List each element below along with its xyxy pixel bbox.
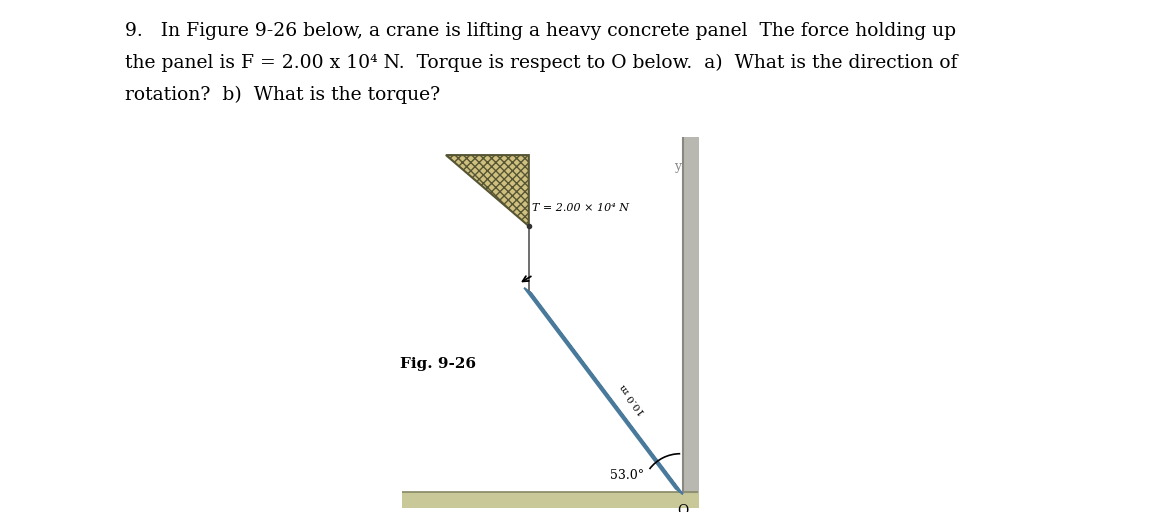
Text: O: O bbox=[677, 504, 689, 512]
Text: the panel is F = 2.00 x 10⁴ N.  Torque is respect to O below.  a)  What is the d: the panel is F = 2.00 x 10⁴ N. Torque is… bbox=[125, 54, 957, 72]
Text: 9.   In Figure 9-26 below, a crane is lifting a heavy concrete panel  The force : 9. In Figure 9-26 below, a crane is lift… bbox=[125, 22, 956, 40]
Text: 53.0°: 53.0° bbox=[610, 469, 644, 482]
Polygon shape bbox=[524, 288, 681, 493]
Text: rotation?  b)  What is the torque?: rotation? b) What is the torque? bbox=[125, 86, 440, 104]
Text: 10.0 m: 10.0 m bbox=[619, 382, 648, 417]
Polygon shape bbox=[446, 155, 529, 226]
Polygon shape bbox=[529, 292, 683, 494]
Text: y: y bbox=[674, 160, 681, 173]
Text: T = 2.00 × 10⁴ N: T = 2.00 × 10⁴ N bbox=[532, 203, 629, 214]
Text: Fig. 9-26: Fig. 9-26 bbox=[400, 357, 476, 371]
